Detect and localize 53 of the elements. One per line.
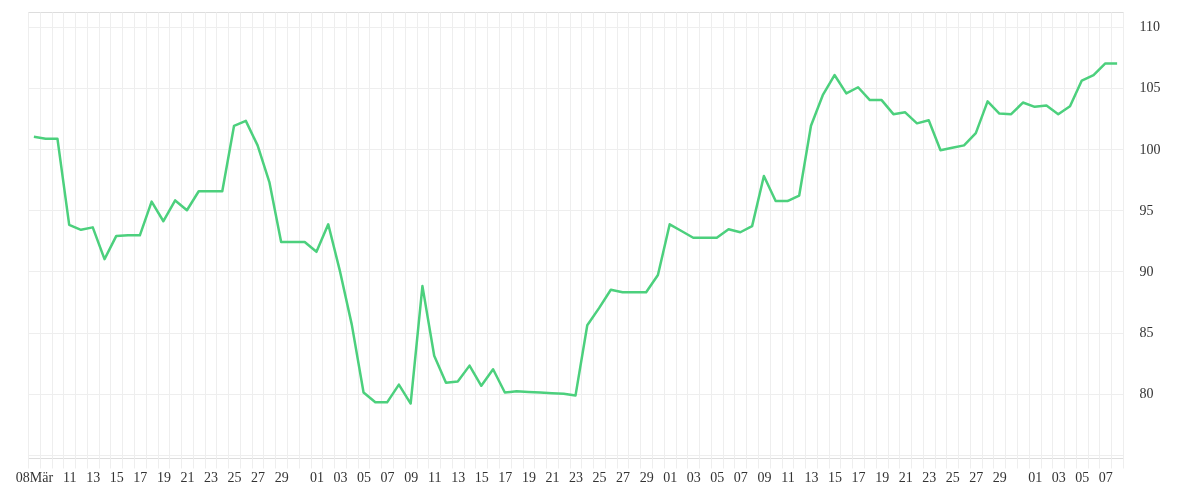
x-tick-label: 07 (1098, 469, 1113, 485)
x-tick-label: 05 (1075, 469, 1090, 485)
x-tick-label: 29 (992, 469, 1007, 485)
x-tick-label: 09 (757, 469, 772, 485)
x-tick-label: 03 (686, 469, 701, 485)
x-tick-label: 19 (156, 469, 171, 485)
x-tick-label: 21 (545, 469, 560, 485)
x-tick-label: 07 (733, 469, 748, 485)
y-tick-label: 95 (1139, 202, 1154, 218)
x-tick-label: 25 (592, 469, 607, 485)
x-tick-label: 19 (875, 469, 890, 485)
y-tick-label: 85 (1139, 325, 1154, 341)
y-tick-label: 80 (1139, 386, 1154, 402)
x-tick-label: 13 (86, 469, 101, 485)
x-tick-label: 23 (569, 469, 583, 485)
x-tick-label: 15 (109, 469, 124, 485)
x-tick-label: 01 (309, 469, 324, 485)
x-tick-label: 17 (851, 469, 866, 485)
y-tick-label: 105 (1139, 80, 1161, 96)
x-tick-label: 01 (663, 469, 678, 485)
x-tick-label: 07 (380, 469, 395, 485)
x-tick-label: 03 (1051, 469, 1066, 485)
x-tick-label: 01 (1028, 469, 1043, 485)
x-tick-label: 29 (274, 469, 289, 485)
y-tick-label: 100 (1139, 141, 1161, 157)
x-tick-label: 23 (922, 469, 937, 485)
x-tick-label: 13 (451, 469, 466, 485)
x-tick-label: 21 (898, 469, 913, 485)
x-tick-label: 11 (427, 469, 442, 485)
x-tick-label: 09 (404, 469, 419, 485)
x-tick-label: 13 (804, 469, 819, 485)
x-tick-label: 17 (498, 469, 513, 485)
x-tick-label: 11 (62, 469, 77, 485)
x-tick-label: 15 (474, 469, 489, 485)
x-tick-label: 19 (521, 469, 536, 485)
x-tick-label: 29 (639, 469, 654, 485)
x-tick-label: 05 (710, 469, 725, 485)
x-tick-label: 17 (133, 469, 148, 485)
x-tick-label: 27 (251, 469, 266, 485)
x-tick-label: 23 (204, 469, 218, 485)
y-tick-label: 90 (1139, 263, 1154, 279)
x-tick-label: 25 (227, 469, 242, 485)
x-tick-label: 27 (616, 469, 631, 485)
x-tick-label: 27 (969, 469, 984, 485)
x-tick-label: 03 (333, 469, 348, 485)
x-tick-label: 08Mär (15, 469, 54, 485)
x-tick-label: 11 (781, 469, 795, 485)
x-tick-label: 05 (357, 469, 372, 485)
line-series (32, 62, 1119, 405)
x-tick-label: 21 (180, 469, 195, 485)
x-tick-label: 25 (945, 469, 960, 485)
x-tick-label: 15 (828, 469, 843, 485)
y-tick-label: 110 (1139, 19, 1160, 35)
